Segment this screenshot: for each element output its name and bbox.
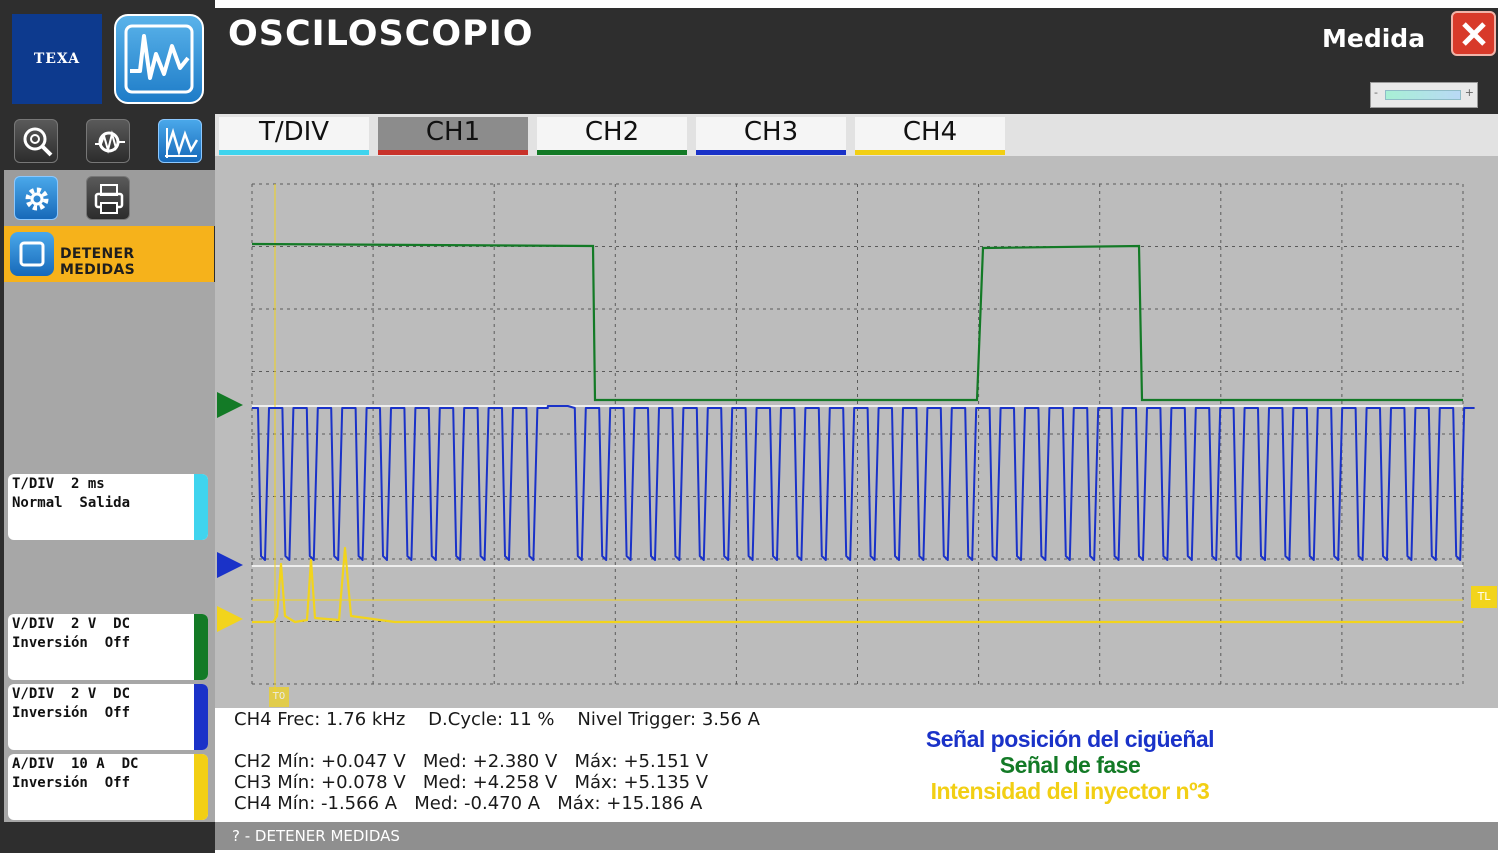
logo-text: TEXA	[33, 51, 81, 67]
ch4-stats-line: CH4 Mín: -1.566 A Med: -0.470 A Máx: +15…	[234, 793, 703, 814]
waveform-canvas	[217, 183, 1475, 696]
tab-ch4-underline	[855, 150, 1005, 155]
tab-ch3-label: CH3	[743, 117, 799, 147]
close-button[interactable]	[1451, 11, 1496, 56]
legend-crank-signal: Señal posición del cigüeñal	[925, 726, 1215, 752]
zoom-plus-icon: +	[1464, 86, 1474, 99]
zoom-icon[interactable]	[14, 119, 58, 163]
tab-ch1-label: CH1	[425, 117, 481, 147]
tab-tdiv-underline	[219, 150, 369, 155]
ch3-stats-line: CH3 Mín: +0.078 V Med: +4.258 V Máx: +5.…	[234, 772, 709, 793]
mode-label: Medida	[1322, 24, 1426, 53]
tab-tdiv-label: T/DIV	[258, 117, 330, 147]
ch2-stats-line: CH2 Mín: +0.047 V Med: +2.380 V Máx: +5.…	[234, 751, 709, 772]
status-bar	[215, 822, 1498, 850]
legend-injector-current: Intensidad del inyector nº3	[930, 778, 1210, 804]
ch2-settings-card[interactable]: V/DIV 2 V DC Inversión Off	[8, 614, 208, 680]
ch3-level-marker-icon	[217, 552, 243, 578]
ch3-trace	[252, 405, 1475, 561]
zoom-slider-fill	[1385, 90, 1461, 100]
ch2-trace	[251, 242, 1463, 402]
tab-tdiv[interactable]: T/DIV	[219, 117, 369, 155]
ch4-settings-line2: Inversión Off	[12, 775, 131, 791]
tab-ch3-underline	[696, 150, 846, 155]
timebase-line1: T/DIV 2 ms	[12, 476, 105, 492]
status-text: ? - DETENER MEDIDAS	[232, 827, 400, 845]
measurements-panel	[215, 708, 1498, 822]
tab-ch1[interactable]: CH1	[378, 117, 528, 155]
page-title: OSCILOSCOPIO	[228, 14, 534, 54]
ch3-color-bar	[194, 684, 208, 750]
ch4-level-marker-icon	[217, 606, 243, 632]
ch4-settings-card[interactable]: A/DIV 10 A DC Inversión Off	[8, 754, 208, 820]
ch4-trace	[252, 546, 1463, 624]
tab-ch2-label: CH2	[584, 117, 640, 147]
zoom-slider[interactable]: - +	[1370, 82, 1478, 108]
timebase-card[interactable]: T/DIV 2 ms Normal Salida	[8, 474, 208, 540]
timebase-color-bar	[194, 474, 208, 540]
tab-ch4-label: CH4	[902, 117, 958, 147]
oscilloscope-app-icon	[114, 14, 204, 104]
settings-gear-icon[interactable]	[14, 176, 58, 220]
ch3-settings-card[interactable]: V/DIV 2 V DC Inversión Off	[8, 684, 208, 750]
waveform-analysis-icon[interactable]	[158, 119, 202, 163]
printer-icon[interactable]	[86, 176, 130, 220]
tab-ch2-underline	[537, 150, 687, 155]
ch2-color-bar	[194, 614, 208, 680]
stop-measurements-label: DETENER MEDIDAS	[60, 246, 135, 278]
legend-phase-signal: Señal de fase	[999, 752, 1141, 778]
ch3-settings-line2: Inversión Off	[12, 705, 131, 721]
ch4-color-bar	[194, 754, 208, 820]
ch4-frequency-line: CH4 Frec: 1.76 kHz D.Cycle: 11 % Nivel T…	[234, 709, 760, 730]
header-bar	[215, 8, 1498, 114]
timebase-line2: Normal Salida	[12, 495, 131, 511]
close-icon	[1461, 21, 1486, 46]
trigger-level-marker[interactable]: TL	[1471, 586, 1497, 608]
ch2-settings-line1: V/DIV 2 V DC	[12, 616, 131, 632]
oscilloscope-display[interactable]: TL T0	[215, 156, 1498, 708]
texa-logo: TEXA	[12, 14, 102, 104]
tab-ch3[interactable]: CH3	[696, 117, 846, 155]
tab-ch4[interactable]: CH4	[855, 117, 1005, 155]
probe-icon[interactable]	[86, 119, 130, 163]
stop-measurements-button[interactable]: DETENER MEDIDAS	[4, 226, 214, 282]
left-footer	[4, 822, 215, 850]
tab-ch1-underline	[378, 150, 528, 155]
stop-square-icon	[10, 232, 54, 276]
zoom-minus-icon: -	[1374, 86, 1378, 99]
ch3-settings-line1: V/DIV 2 V DC	[12, 686, 131, 702]
ch4-settings-line1: A/DIV 10 A DC	[12, 756, 139, 772]
tab-ch2[interactable]: CH2	[537, 117, 687, 155]
time-zero-marker[interactable]: T0	[269, 687, 289, 707]
ch2-level-marker-icon	[217, 392, 243, 418]
ch2-settings-line2: Inversión Off	[12, 635, 131, 651]
